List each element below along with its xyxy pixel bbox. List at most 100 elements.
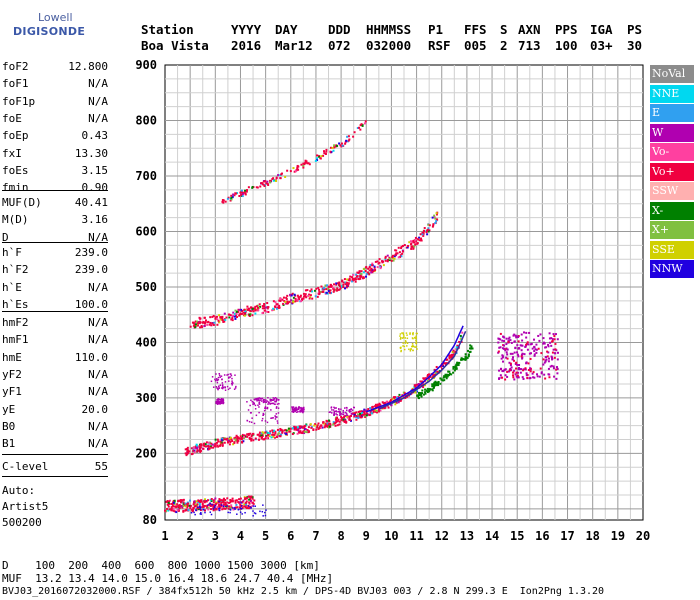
echo-point [329, 289, 332, 292]
echo-point [531, 347, 534, 350]
echo-point [207, 441, 210, 444]
echo-point [446, 358, 449, 361]
echo-point [263, 185, 266, 188]
echo-point [290, 299, 293, 302]
echo-point [421, 233, 424, 236]
echo-point [550, 337, 553, 340]
echo-point [198, 503, 201, 506]
echo-point [433, 216, 436, 219]
echo-point [220, 400, 223, 402]
echo-point [402, 342, 404, 344]
echo-point [432, 374, 435, 377]
echo-point [540, 372, 543, 375]
echo-point [347, 135, 350, 138]
echo-point [232, 311, 235, 314]
echo-point [254, 408, 257, 410]
echo-point [335, 407, 337, 409]
echo-point [336, 420, 339, 423]
param-name: B0 [2, 419, 16, 433]
echo-point [272, 430, 275, 433]
echo-point [384, 259, 387, 262]
echo-point [303, 426, 306, 429]
echo-point [205, 441, 208, 444]
echo-point [308, 430, 311, 433]
x-tick-label: 3 [212, 529, 219, 543]
echo-point [189, 325, 192, 328]
echo-point [327, 424, 330, 427]
echo-point [552, 367, 555, 370]
echo-point [406, 334, 408, 336]
echo-point [409, 240, 412, 243]
echo-point [179, 499, 182, 502]
echo-point [253, 307, 256, 310]
echo-point [433, 214, 436, 217]
echo-point [340, 142, 343, 145]
x-tick-label: 19 [611, 529, 625, 543]
echo-point [285, 296, 288, 299]
echo-point [267, 311, 270, 314]
echo-point [456, 364, 459, 367]
echo-point [194, 326, 197, 329]
echo-point [439, 382, 442, 385]
echo-point [502, 360, 505, 363]
x-tick-label: 15 [510, 529, 524, 543]
echo-point [202, 444, 205, 447]
echo-point [286, 294, 289, 297]
echo-point [260, 434, 263, 437]
echo-point [229, 511, 231, 514]
echo-point [292, 406, 295, 408]
echo-point [292, 296, 295, 299]
echo-point [237, 501, 240, 504]
echo-point [435, 213, 438, 216]
echo-point [295, 406, 297, 409]
echo-point [515, 375, 518, 378]
header-label: S [500, 22, 508, 37]
echo-point [467, 353, 470, 356]
echo-point [186, 449, 189, 452]
echo-point [285, 302, 288, 305]
echo-point [377, 408, 380, 411]
echo-point [271, 309, 274, 312]
echo-point [210, 498, 213, 501]
echo-point [532, 371, 535, 374]
echo-point [369, 407, 372, 410]
echo-point [334, 416, 337, 419]
echo-point [184, 452, 187, 455]
echo-point [501, 347, 504, 350]
echo-point [264, 420, 267, 422]
echo-point [224, 386, 226, 389]
echo-point [227, 196, 230, 199]
echo-point [452, 365, 455, 368]
echo-point [351, 409, 354, 411]
echo-point [204, 511, 206, 514]
echo-point [549, 341, 552, 344]
echo-point [216, 403, 219, 405]
x-tick-label: 9 [363, 529, 370, 543]
echo-point [226, 505, 228, 507]
echo-point [431, 383, 434, 386]
echo-point [224, 381, 227, 383]
echo-point [550, 356, 553, 359]
echo-point [264, 437, 267, 440]
echo-point [405, 332, 408, 334]
echo-point [512, 376, 515, 379]
echo-point [190, 447, 193, 450]
echo-point [544, 377, 547, 380]
echo-point [291, 433, 294, 436]
echo-point [216, 323, 219, 326]
echo-point [356, 271, 359, 274]
echo-point [418, 239, 421, 242]
echo-point [196, 503, 199, 506]
echo-point [521, 339, 524, 342]
echo-point [509, 339, 512, 342]
echo-point [244, 435, 247, 438]
echo-point [250, 399, 252, 401]
echo-point [318, 288, 321, 291]
echo-point [334, 424, 337, 427]
echo-point [244, 308, 247, 311]
echo-point [499, 346, 502, 349]
echo-point [409, 243, 412, 246]
echo-point [289, 170, 292, 173]
param-row: B1 N/A [2, 437, 108, 453]
echo-point [500, 367, 503, 370]
